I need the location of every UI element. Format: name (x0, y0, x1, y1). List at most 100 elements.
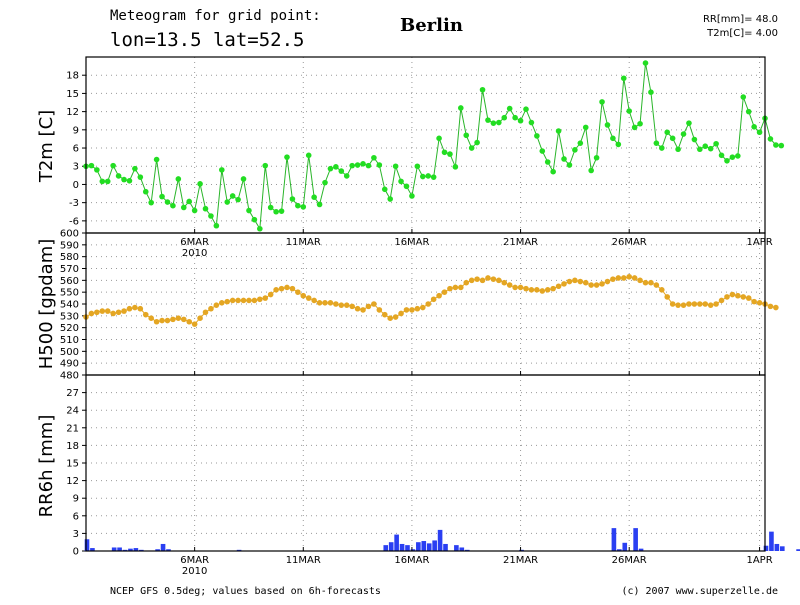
t2m-point (474, 139, 480, 146)
h500-point (338, 302, 345, 308)
h500-point (262, 295, 269, 301)
h500-point (561, 281, 567, 287)
h500-point (354, 305, 361, 312)
t2m-point (338, 168, 345, 174)
t2m-point (534, 133, 540, 139)
t2m-point (593, 154, 600, 161)
t2m-point (289, 196, 296, 202)
max-info-t2m: T2m[C]= 4.00 (706, 28, 778, 39)
t2m-point (517, 117, 524, 124)
t2m-point (202, 205, 209, 212)
y-tick-label: 3 (73, 529, 79, 540)
rain-bar (399, 543, 405, 551)
h500-point (517, 284, 524, 291)
t2m-point (94, 167, 100, 173)
t2m-point (398, 178, 404, 185)
t2m-point (159, 193, 165, 200)
title-line-1: Meteogram for grid point: (110, 8, 321, 24)
t2m-point (88, 162, 95, 169)
t2m-point (430, 174, 437, 180)
t2m-point (599, 99, 605, 105)
h500-point (604, 278, 611, 285)
h500-point (664, 294, 671, 300)
y-tick-label: -6 (69, 216, 79, 227)
y-tick-label: 570 (60, 264, 79, 275)
h500-point (534, 287, 540, 293)
y-tick-label: 3 (73, 162, 79, 173)
h500-point (740, 294, 747, 300)
y-tick-label: 12 (66, 107, 79, 118)
t2m-point (528, 119, 535, 126)
h500-point (506, 282, 513, 288)
x-tick-label: 1APR (746, 237, 772, 248)
y-tick-label: 9 (73, 494, 79, 505)
h500-point (610, 276, 616, 282)
t2m-point (403, 183, 410, 190)
rain-bar (388, 542, 394, 551)
rain-bar (421, 541, 427, 551)
h500-point (159, 317, 165, 324)
h500-point (463, 279, 470, 286)
h500-point (658, 287, 665, 293)
t2m-point (745, 108, 752, 115)
t2m-point (506, 105, 513, 112)
x-tick-label: 26MAR (612, 237, 647, 248)
h500-point (398, 310, 404, 317)
t2m-point (566, 162, 573, 168)
h500-point (219, 300, 225, 306)
h500-point (164, 317, 171, 324)
y-tick-label: 530 (60, 311, 79, 322)
x-tick-label: 16MAR (394, 237, 429, 248)
t2m-point (246, 207, 252, 214)
t2m-point (381, 186, 388, 193)
panel-frame (85, 374, 766, 552)
h500-point (257, 296, 263, 303)
rain-bar (617, 549, 622, 551)
t2m-point (409, 193, 415, 199)
t2m-point (697, 146, 703, 153)
t2m-point (544, 159, 551, 165)
t2m-point (229, 193, 236, 199)
title-line-2: lon=13.5 lat=52.5 (110, 29, 304, 51)
h500-point (414, 305, 421, 312)
h500-point (642, 279, 649, 286)
h500-point (88, 310, 95, 317)
h500-point (496, 277, 502, 284)
t2m-point (463, 132, 470, 139)
y-tick-label: 480 (60, 371, 79, 382)
t2m-point (756, 129, 763, 136)
h500-point (229, 297, 236, 304)
h500-point (713, 301, 719, 307)
h500-point (403, 307, 410, 313)
h500-point (186, 318, 193, 325)
t2m-point (740, 94, 747, 100)
t2m-point (610, 135, 616, 142)
h500-point (485, 275, 491, 281)
t2m-point (751, 123, 757, 130)
h500-point (479, 277, 486, 284)
h500-point (240, 297, 247, 304)
h500-point (718, 297, 725, 304)
y-tick-label: 18 (66, 441, 79, 452)
h500-point (419, 304, 426, 311)
h500-point (675, 302, 681, 308)
t2m-point (691, 136, 698, 143)
h500-point (132, 304, 138, 311)
t2m-point (115, 173, 122, 179)
h500-point (267, 291, 274, 298)
y-tick-label: 590 (60, 240, 79, 251)
t2m-point (186, 198, 193, 205)
h500-point (316, 300, 323, 306)
t2m-point (305, 152, 312, 159)
h500-point (572, 277, 578, 284)
rain-bar (779, 546, 785, 551)
rain-bar (84, 539, 90, 551)
rain-bar (416, 542, 421, 551)
rain-bar (160, 543, 166, 551)
t2m-point (452, 164, 459, 170)
t2m-point (555, 128, 562, 134)
t2m-point (501, 114, 508, 121)
t2m-point (561, 156, 567, 162)
h500-point (615, 275, 622, 281)
